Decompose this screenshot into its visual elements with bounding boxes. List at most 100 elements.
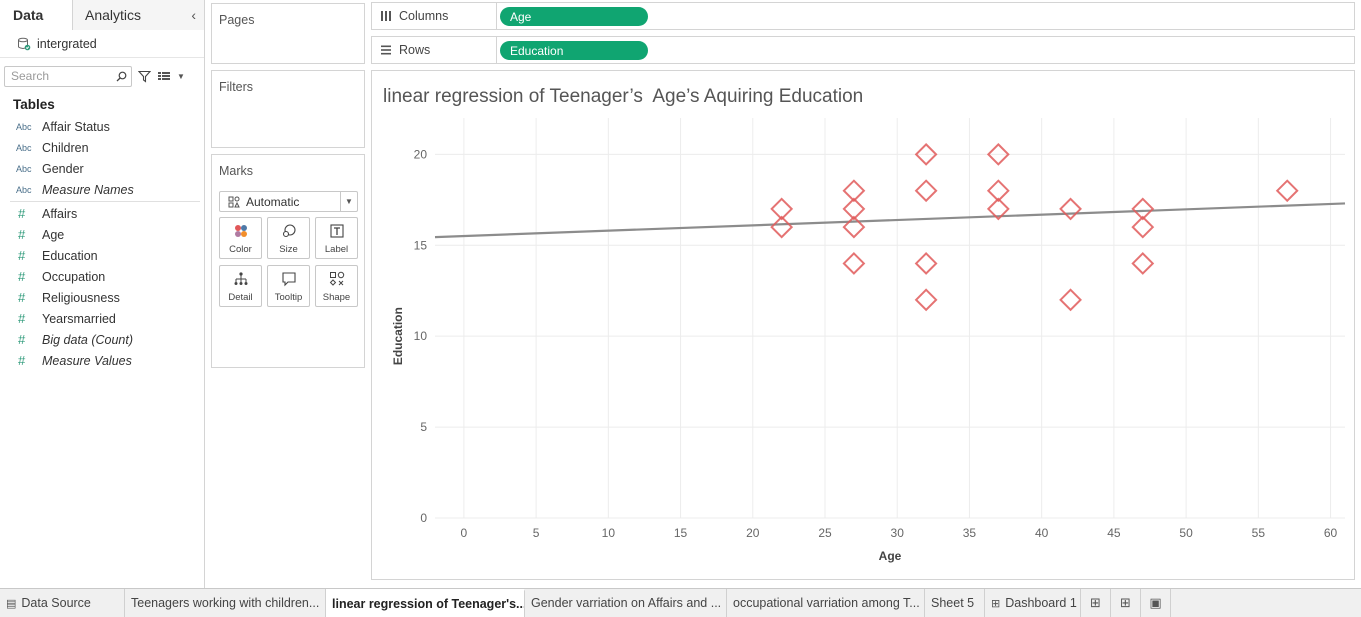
field-measure-values[interactable]: # Measure Values <box>0 350 204 371</box>
measure-icon: # <box>18 206 26 221</box>
database-icon: ▤ <box>6 597 17 610</box>
collapse-icon[interactable]: ‹ <box>191 7 196 23</box>
tooltip-button[interactable]: Tooltip <box>267 265 310 307</box>
field-affairs[interactable]: # Affairs <box>0 203 204 224</box>
field-children[interactable]: Abc Children <box>0 137 204 158</box>
mark-type-dropdown[interactable]: Automatic ▼ <box>219 191 358 212</box>
sheet-tab[interactable]: ⊞ Dashboard 1 <box>985 589 1081 617</box>
new-dashboard-icon[interactable]: ⊞ <box>1111 589 1141 617</box>
measure-icon: # <box>18 269 26 284</box>
field-age[interactable]: # Age <box>0 224 204 245</box>
data-point[interactable] <box>842 252 866 275</box>
data-point[interactable] <box>770 197 794 221</box>
x-tick-label: 45 <box>1107 526 1121 540</box>
datasource-name: intergrated <box>37 36 97 51</box>
filter-icon[interactable] <box>138 70 151 83</box>
data-point[interactable] <box>986 197 1010 221</box>
x-tick-label: 55 <box>1252 526 1266 540</box>
y-tick-label: 5 <box>420 420 427 434</box>
field-affair-status[interactable]: Abc Affair Status <box>0 116 204 137</box>
field-label: Affairs <box>42 206 78 221</box>
data-point[interactable] <box>1131 215 1155 239</box>
data-point[interactable] <box>986 142 1010 166</box>
measure-list: # Affairs # Age # Education # Occupation # Religi… <box>0 203 204 371</box>
dimension-list: Abc Affair Status Abc Children Abc Gender Abc M… <box>0 116 204 200</box>
field-gender[interactable]: Abc Gender <box>0 158 204 179</box>
sheet-tab[interactable]: linear regression of Teenager's... <box>326 589 525 617</box>
tab-data[interactable]: Data <box>0 0 73 30</box>
y-axis-label: Education <box>391 307 405 365</box>
data-point[interactable] <box>1131 252 1155 275</box>
sheet-tab[interactable]: Sheet 5 <box>925 589 985 617</box>
data-point[interactable] <box>914 288 938 312</box>
field-measure-names[interactable]: Abc Measure Names <box>0 179 204 200</box>
data-point[interactable] <box>842 215 866 239</box>
chevron-down-icon[interactable]: ▼ <box>177 71 185 81</box>
field-label: Measure Values <box>42 353 132 368</box>
field-religiousness[interactable]: # Religiousness <box>0 287 204 308</box>
education-pill[interactable]: Education <box>500 41 648 60</box>
sheet-tab[interactable]: ▤ Data Source <box>0 589 125 617</box>
data-point[interactable] <box>1059 197 1082 221</box>
data-point[interactable] <box>842 179 866 203</box>
x-tick-label: 0 <box>461 526 468 540</box>
rows-shelf-label: Rows <box>372 37 497 63</box>
dimension-icon: Abc <box>16 163 32 174</box>
size-button[interactable]: Size <box>267 217 310 259</box>
y-tick-label: 20 <box>414 147 428 161</box>
sheet-tab[interactable]: Teenagers working with children... <box>125 589 326 617</box>
scatter-chart[interactable]: 0 5 10 15 20 25 30 35 40 45 50 55 60 0 5 10 15 20 Age Educa… <box>372 71 1356 581</box>
marks-title: Marks <box>219 164 254 178</box>
data-point[interactable] <box>770 215 794 239</box>
field-yearsmarried[interactable]: # Yearsmarried <box>0 308 204 329</box>
dimension-icon: Abc <box>16 121 32 132</box>
new-worksheet-icon[interactable]: ⊞ <box>1081 589 1111 617</box>
trend-line[interactable] <box>434 202 1346 239</box>
data-point[interactable] <box>842 197 866 221</box>
data-point[interactable] <box>914 179 938 203</box>
tables-header: Tables <box>13 97 55 112</box>
list-view-icon[interactable] <box>157 70 171 82</box>
data-point[interactable] <box>1275 179 1299 203</box>
pane-tabs: Data Analytics ‹ <box>0 0 204 30</box>
search-input[interactable] <box>11 69 107 83</box>
sheet-tab-label: linear regression of Teenager's... <box>332 597 525 611</box>
label-button[interactable]: Label <box>315 217 358 259</box>
x-axis-label: Age <box>879 549 902 563</box>
worksheet-title[interactable]: linear regression of Teenager’s Age’s Aq… <box>383 86 864 107</box>
measure-icon: # <box>18 227 26 242</box>
new-story-icon[interactable]: ▣ <box>1141 589 1171 617</box>
age-pill[interactable]: Age <box>500 7 648 26</box>
tab-analytics-label: Analytics <box>85 7 142 23</box>
detail-button[interactable]: Detail <box>219 265 262 307</box>
field-big-data-count[interactable]: # Big data (Count) <box>0 329 204 350</box>
filters-shelf[interactable]: Filters <box>211 70 365 148</box>
shape-label: Shape <box>322 292 351 303</box>
y-tick-label: 15 <box>414 238 428 252</box>
data-point[interactable] <box>1131 197 1155 221</box>
marks-card: Marks Automatic ▼ Color Size Label <box>211 154 365 368</box>
shape-button[interactable]: Shape <box>315 265 358 307</box>
columns-icon <box>381 11 391 21</box>
datasource-item[interactable]: intergrated <box>0 30 204 58</box>
pages-shelf[interactable]: Pages <box>211 3 365 64</box>
field-label: Children <box>42 140 89 155</box>
sheet-tab[interactable]: occupational varriation among T... <box>727 589 925 617</box>
data-point[interactable] <box>986 179 1010 203</box>
detail-icon <box>234 272 247 285</box>
rows-shelf[interactable]: Rows Education <box>371 36 1355 64</box>
chevron-down-icon[interactable]: ▼ <box>340 192 357 211</box>
data-point[interactable] <box>914 142 938 166</box>
automatic-mark-icon <box>228 196 240 207</box>
tab-analytics[interactable]: Analytics ‹ <box>73 0 204 30</box>
field-label: Affair Status <box>42 119 110 134</box>
field-label: Yearsmarried <box>42 311 116 326</box>
color-button[interactable]: Color <box>219 217 262 259</box>
field-occupation[interactable]: # Occupation <box>0 266 204 287</box>
data-point[interactable] <box>1059 288 1082 312</box>
field-education[interactable]: # Education <box>0 245 204 266</box>
sheet-tab[interactable]: Gender varriation on Affairs and ... <box>525 589 727 617</box>
columns-shelf[interactable]: Columns Age <box>371 2 1355 30</box>
search-icon[interactable] <box>116 71 127 82</box>
data-point[interactable] <box>914 252 938 275</box>
